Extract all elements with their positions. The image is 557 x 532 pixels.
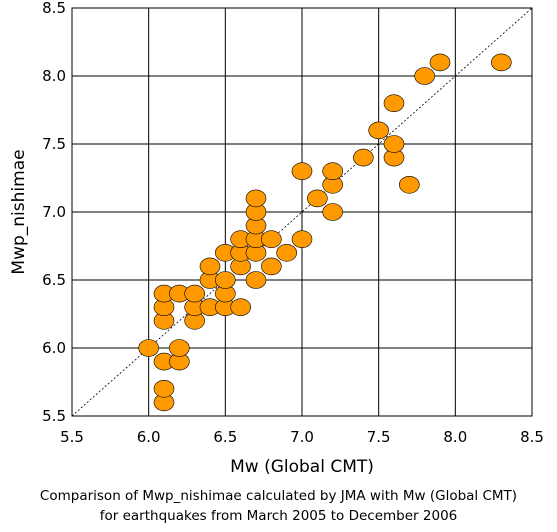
scatter-chart: 5.5 6.0 6.5 7.0 7.5 8.0 8.5 5.5 6.0 6.5 7.0 7.5 8.0… — [9, 0, 544, 477]
caption-line-2: for earthquakes from March 2005 to Decem… — [99, 508, 458, 524]
y-tick-label: 5.5 — [42, 407, 66, 425]
data-point — [276, 244, 297, 262]
data-point — [261, 230, 282, 248]
x-tick-label: 6.5 — [213, 428, 237, 446]
data-point — [383, 94, 405, 112]
y-tick-label: 7.5 — [42, 135, 66, 153]
x-tick-label: 8.0 — [443, 428, 467, 446]
y-tick-label: 8.5 — [42, 0, 66, 17]
data-point — [199, 257, 221, 276]
x-tick-label: 8.5 — [520, 428, 544, 446]
y-tick-label: 6.5 — [42, 271, 66, 289]
data-point — [383, 135, 405, 153]
data-point — [261, 257, 282, 276]
data-point — [399, 176, 420, 194]
data-points — [138, 53, 512, 412]
data-point — [184, 284, 205, 303]
x-tick-label: 5.5 — [60, 428, 84, 446]
y-tick-label: 7.0 — [42, 203, 66, 221]
data-point — [291, 230, 313, 248]
data-point — [138, 339, 159, 357]
x-tick-labels: 5.5 6.0 6.5 7.0 7.5 8.0 8.5 — [60, 428, 544, 446]
data-point — [307, 189, 328, 208]
data-point — [245, 271, 267, 289]
data-point — [353, 148, 374, 167]
data-point — [245, 189, 267, 208]
data-point — [368, 121, 389, 140]
reference-line — [71, 7, 533, 417]
y-tick-label: 6.0 — [42, 339, 66, 357]
data-point — [230, 298, 251, 317]
data-point — [153, 379, 175, 398]
figure-caption: Comparison of Mwp_nishimae calculated by… — [0, 486, 557, 526]
data-point — [414, 67, 435, 85]
data-point — [322, 162, 343, 180]
data-point — [429, 53, 451, 72]
data-point — [291, 162, 313, 180]
x-tick-label: 6.0 — [137, 428, 161, 446]
x-tick-label: 7.0 — [290, 428, 314, 446]
y-tick-label: 8.0 — [42, 67, 66, 85]
data-point — [169, 339, 190, 357]
data-point — [322, 203, 343, 221]
x-tick-label: 7.5 — [367, 428, 391, 446]
y-axis-title: Mwp_nishimae — [9, 149, 29, 274]
y-tick-labels: 5.5 6.0 6.5 7.0 7.5 8.0 8.5 — [42, 0, 66, 425]
caption-line-1: Comparison of Mwp_nishimae calculated by… — [39, 488, 518, 504]
x-axis-title: Mw (Global CMT) — [230, 457, 374, 477]
plot-frame — [71, 7, 533, 417]
data-point — [215, 271, 236, 289]
data-point — [491, 53, 512, 72]
